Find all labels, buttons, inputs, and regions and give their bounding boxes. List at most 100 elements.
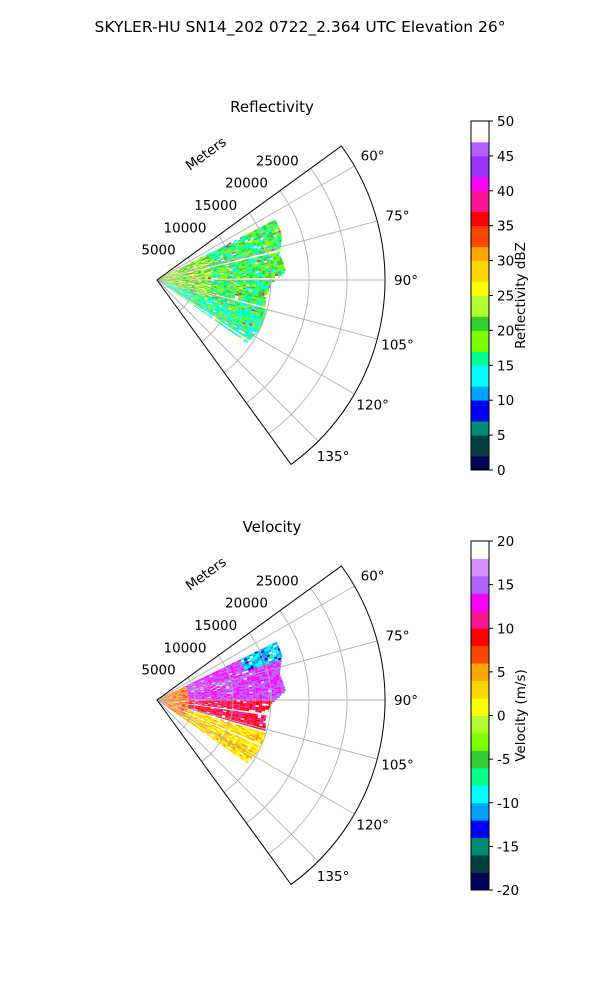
data-cell — [268, 288, 269, 290]
data-cell — [259, 705, 262, 707]
data-cell — [227, 284, 230, 285]
data-cell — [240, 274, 243, 276]
data-cell — [272, 692, 275, 694]
data-cell — [233, 273, 236, 275]
colorbar-level — [471, 838, 489, 847]
data-cell — [223, 709, 226, 711]
data-cell — [256, 696, 259, 698]
colorbar-level — [471, 672, 489, 681]
data-cell — [202, 701, 205, 702]
colorbar-level — [471, 759, 489, 768]
data-cell — [255, 289, 258, 291]
data-cell — [281, 689, 284, 691]
data-cell — [224, 275, 227, 276]
data-cell — [224, 284, 227, 285]
data-cell — [262, 289, 265, 291]
data-cell — [278, 696, 280, 698]
data-cell — [249, 272, 252, 274]
data-cell — [262, 689, 265, 691]
data-cell — [246, 275, 249, 277]
data-cell — [265, 692, 268, 694]
data-cell — [240, 697, 243, 699]
colorbar-level — [471, 742, 489, 751]
data-cell — [224, 702, 227, 703]
data-cell — [262, 706, 265, 708]
data-cell — [256, 282, 259, 284]
data-cell — [233, 274, 236, 276]
azimuth-tick-label: 75° — [386, 629, 410, 645]
colorbar-tick-label: -20 — [497, 883, 519, 899]
data-cell — [183, 700, 186, 701]
data-cell — [237, 277, 240, 279]
data-cell — [206, 722, 209, 724]
data-cell — [253, 695, 256, 697]
data-cell — [249, 286, 252, 288]
data-cell — [281, 264, 284, 267]
colorbar-level — [471, 421, 489, 428]
data-cell — [259, 285, 262, 287]
data-cell — [243, 286, 246, 288]
data-cell — [268, 706, 270, 708]
data-cell — [205, 702, 208, 703]
colorbar-level — [471, 733, 489, 742]
data-cell — [237, 273, 240, 275]
data-cell — [252, 691, 255, 693]
data-cell — [275, 696, 278, 698]
azimuth-tick-label: 75° — [386, 209, 410, 225]
azimuth-tick-label: 135° — [317, 869, 350, 885]
data-cell — [198, 698, 201, 699]
data-cell — [221, 698, 224, 699]
polar-frame — [157, 146, 385, 464]
colorbar-level — [471, 407, 489, 414]
data-cell — [221, 696, 224, 697]
colorbar-level — [471, 379, 489, 386]
data-cell — [259, 287, 262, 289]
data-cell — [227, 277, 230, 278]
colorbar-level — [471, 191, 489, 198]
colorbar-level — [471, 351, 489, 358]
data-cell — [275, 274, 278, 276]
data-cell — [195, 699, 198, 700]
figure-suptitle: SKYLER-HU SN14_202 0722_2.364 UTC Elevat… — [95, 18, 506, 37]
panel-title: Velocity — [243, 518, 302, 536]
data-cell — [262, 271, 265, 273]
data-cell — [252, 271, 255, 273]
data-cell — [259, 284, 262, 286]
data-cell — [262, 709, 265, 711]
data-cell — [234, 703, 237, 705]
colorbar-level — [471, 268, 489, 275]
data-cell — [253, 705, 256, 707]
data-cell — [262, 284, 265, 286]
data-cell — [237, 701, 240, 703]
data-cell — [233, 705, 236, 707]
colorbar-tick-label: 15 — [497, 578, 514, 594]
data-cell — [246, 695, 249, 697]
colorbar-tick-label: -15 — [497, 839, 519, 855]
data-cell — [249, 708, 252, 710]
data-cell — [205, 701, 208, 702]
panel-title: Reflectivity — [230, 98, 314, 116]
data-cell — [234, 696, 237, 698]
azimuth-tick-label: 90° — [394, 273, 418, 289]
data-cell — [221, 703, 224, 704]
data-cell — [277, 683, 280, 686]
colorbar-level — [471, 254, 489, 261]
data-cell — [224, 701, 227, 702]
colorbar-level — [471, 296, 489, 303]
data-cell — [253, 693, 256, 695]
data-cell — [274, 685, 277, 687]
data-cell — [256, 287, 259, 289]
reflectivity-panel: Reflectivity500010000150002000025000Mete… — [141, 98, 529, 479]
data-cell — [240, 272, 243, 274]
data-cell — [224, 278, 227, 279]
colorbar-tick-label: 45 — [497, 149, 514, 165]
range-tick-label: 15000 — [194, 198, 237, 214]
data-cell — [237, 697, 240, 699]
data-cell — [278, 276, 280, 278]
data-cell — [205, 705, 208, 706]
colorbar-level — [471, 149, 489, 156]
data-cell — [204, 312, 207, 315]
range-axis-label: Meters — [183, 134, 230, 174]
data-cell — [224, 276, 227, 277]
data-cell — [269, 284, 271, 286]
